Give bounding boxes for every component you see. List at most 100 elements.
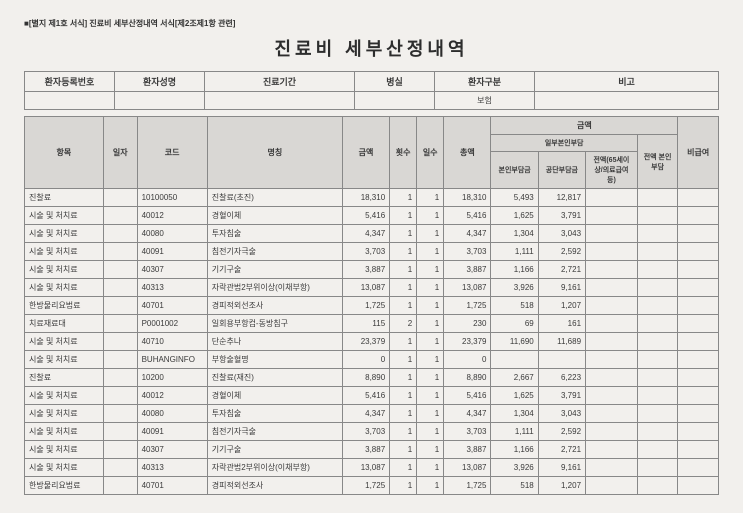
cell-self: 518 — [491, 477, 538, 495]
cell-date — [103, 315, 137, 333]
cell-count: 1 — [390, 441, 417, 459]
cell-corp: 3,043 — [538, 405, 585, 423]
cell-excess — [586, 207, 638, 225]
cell-name: 침전기자극술 — [207, 423, 342, 441]
cell-amount: 1,725 — [342, 477, 389, 495]
cell-full — [637, 333, 678, 351]
cell-excess — [586, 441, 638, 459]
cell-total: 1,725 — [444, 477, 491, 495]
cell-self: 1,166 — [491, 441, 538, 459]
cell-item: 시술 및 처치료 — [25, 207, 104, 225]
cell-total: 3,887 — [444, 441, 491, 459]
cell-item: 시술 및 처치료 — [25, 441, 104, 459]
cell-code: 40012 — [137, 207, 207, 225]
table-row: 치료재료대P0001002일회용부항컵-동방침구1152123069161 — [25, 315, 719, 333]
cell-excess — [586, 261, 638, 279]
col-pay-sub1: 일부본인부담 — [491, 135, 637, 152]
table-row: 시술 및 처치료40313자락관법2부위이상(이채부항)13,0871113,0… — [25, 279, 719, 297]
cell-noncov — [678, 297, 719, 315]
cell-days: 1 — [417, 279, 444, 297]
col-days: 일수 — [417, 117, 444, 189]
cell-self: 1,111 — [491, 243, 538, 261]
cell-code: 40701 — [137, 297, 207, 315]
col-item: 항목 — [25, 117, 104, 189]
cell-amount: 3,887 — [342, 261, 389, 279]
cell-amount: 4,347 — [342, 405, 389, 423]
cell-self: 1,111 — [491, 423, 538, 441]
cell-code: 40091 — [137, 243, 207, 261]
cell-count: 1 — [390, 333, 417, 351]
cell-item: 치료재료대 — [25, 315, 104, 333]
col-pay-self: 본인부담금 — [491, 152, 538, 189]
col-pay-group: 금액 — [491, 117, 678, 135]
cell-amount: 18,310 — [342, 189, 389, 207]
cell-date — [103, 459, 137, 477]
cell-excess — [586, 333, 638, 351]
cell-total: 5,416 — [444, 207, 491, 225]
cell-self: 3,926 — [491, 279, 538, 297]
cell-code: 40080 — [137, 225, 207, 243]
cell-noncov — [678, 261, 719, 279]
cell-name: 부항술혈명 — [207, 351, 342, 369]
cell-name: 자락관법2부위이상(이채부항) — [207, 459, 342, 477]
cell-noncov — [678, 189, 719, 207]
cell-noncov — [678, 405, 719, 423]
cell-total: 4,347 — [444, 225, 491, 243]
cell-count: 1 — [390, 189, 417, 207]
hdr-category-label: 환자구분 — [435, 72, 535, 92]
cell-days: 1 — [417, 189, 444, 207]
cell-noncov — [678, 279, 719, 297]
cell-amount: 3,703 — [342, 423, 389, 441]
cell-code: 40701 — [137, 477, 207, 495]
cell-days: 1 — [417, 225, 444, 243]
cell-date — [103, 423, 137, 441]
cell-corp: 161 — [538, 315, 585, 333]
cell-name: 경혈이체 — [207, 387, 342, 405]
cell-total: 13,087 — [444, 279, 491, 297]
cell-self: 518 — [491, 297, 538, 315]
cell-days: 1 — [417, 333, 444, 351]
cell-count: 1 — [390, 369, 417, 387]
cell-excess — [586, 423, 638, 441]
cell-item: 한방물리요법료 — [25, 477, 104, 495]
cell-code: P0001002 — [137, 315, 207, 333]
cell-noncov — [678, 387, 719, 405]
cell-count: 1 — [390, 297, 417, 315]
cell-corp: 3,043 — [538, 225, 585, 243]
cell-date — [103, 405, 137, 423]
cell-date — [103, 333, 137, 351]
cell-full — [637, 387, 678, 405]
table-row: 시술 및 처치료40710단순추나23,3791123,37911,69011,… — [25, 333, 719, 351]
cell-corp: 2,721 — [538, 441, 585, 459]
cell-code: 10100050 — [137, 189, 207, 207]
cell-amount: 115 — [342, 315, 389, 333]
cell-days: 1 — [417, 477, 444, 495]
cell-excess — [586, 477, 638, 495]
cell-name: 단순추나 — [207, 333, 342, 351]
cell-amount: 3,887 — [342, 441, 389, 459]
cell-total: 8,890 — [444, 369, 491, 387]
hdr-remark-value — [535, 92, 719, 110]
form-note: ■[별지 제1호 서식] 진료비 세부산정내역 서식[제2조제1항 관련] — [24, 18, 719, 29]
col-date: 일자 — [103, 117, 137, 189]
cell-days: 1 — [417, 207, 444, 225]
cell-full — [637, 261, 678, 279]
cell-days: 1 — [417, 459, 444, 477]
col-amount: 금액 — [342, 117, 389, 189]
col-noncov: 비급여 — [678, 117, 719, 189]
cell-item: 시술 및 처치료 — [25, 423, 104, 441]
cell-corp: 3,791 — [538, 387, 585, 405]
cell-days: 1 — [417, 243, 444, 261]
cell-corp: 12,817 — [538, 189, 585, 207]
cell-item: 시술 및 처치료 — [25, 261, 104, 279]
hdr-category-value: 보험 — [435, 92, 535, 110]
col-count: 횟수 — [390, 117, 417, 189]
table-row: 시술 및 처치료40080투자침술4,347114,3471,3043,043 — [25, 405, 719, 423]
cell-amount: 1,725 — [342, 297, 389, 315]
cell-corp: 6,223 — [538, 369, 585, 387]
cell-total: 4,347 — [444, 405, 491, 423]
col-name: 명칭 — [207, 117, 342, 189]
cell-noncov — [678, 369, 719, 387]
cell-name: 진찰료(초진) — [207, 189, 342, 207]
hdr-name-value — [115, 92, 205, 110]
